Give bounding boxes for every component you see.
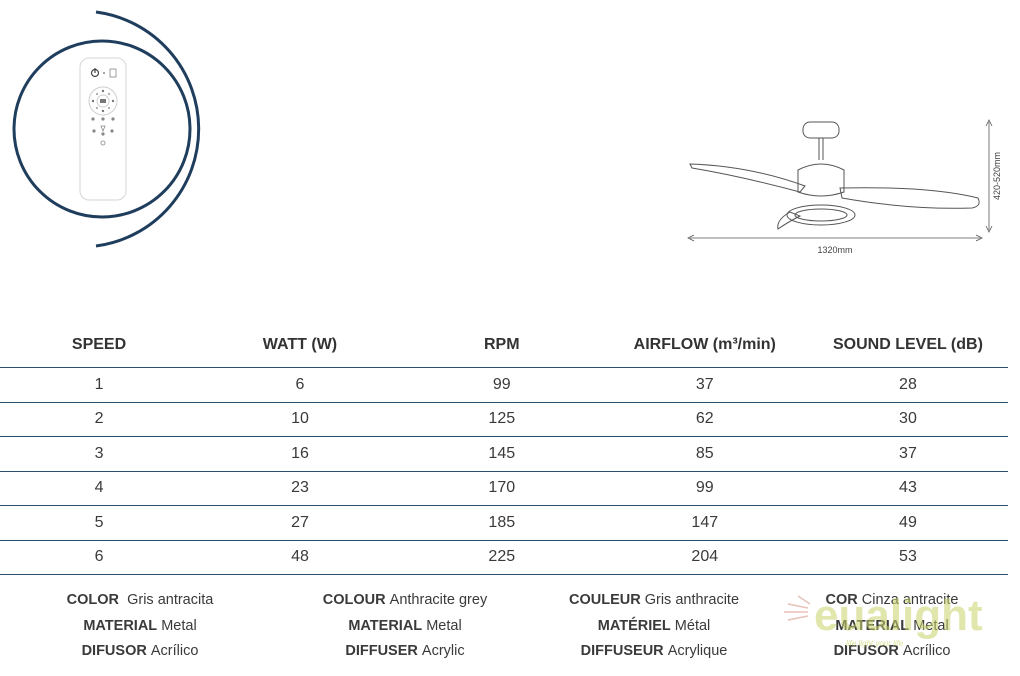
cell-watt: 27: [198, 505, 402, 541]
materials-section: COLOR Gris antracita MATERIAL Metal DIFU…: [0, 590, 1020, 665]
header-sound-level: SOUND LEVEL (dB): [807, 323, 1008, 368]
color-value: Anthracite grey: [389, 592, 488, 608]
material-value: Metal: [161, 617, 197, 634]
diffuser-key: DIFFUSER: [345, 643, 418, 659]
table-row: 5 27 185 147 49: [0, 505, 1008, 541]
diffuser-key: DIFUSOR: [833, 643, 899, 659]
table-row: 3 16 145 85 37: [0, 436, 1008, 472]
cell-rpm: 225: [401, 540, 602, 575]
height-dimension-label: 420-520mm: [992, 152, 1002, 200]
fan-blade-left: [689, 163, 806, 193]
cell-sound-level: 37: [807, 436, 1008, 472]
color-key: COR: [825, 592, 858, 608]
header-watt: WATT (W): [198, 323, 402, 368]
cell-watt: 10: [198, 402, 402, 437]
diffuser-value: Acrílico: [150, 643, 199, 659]
remote-control-illustration: [0, 0, 240, 260]
materials-english: COLOUR Anthracite grey MATERIAL Metal DI…: [305, 590, 505, 667]
cell-rpm: 185: [401, 505, 602, 541]
cell-speed: 6: [0, 540, 199, 575]
cell-airflow: 62: [601, 402, 808, 437]
fan-motor-housing: [797, 163, 845, 197]
cell-sound-level: 28: [807, 367, 1008, 403]
material-key: MATERIAL: [83, 617, 158, 634]
cell-watt: 48: [198, 540, 402, 575]
table-row: 1 6 99 37 28: [0, 367, 1008, 403]
header-rpm: RPM: [401, 323, 602, 368]
diffuser-value: Acrylic: [421, 643, 465, 659]
cell-sound-level: 53: [807, 540, 1008, 575]
remote-arc: [95, 10, 201, 248]
materials-french: COULEUR Gris anthracite MATÉRIEL Métal D…: [554, 590, 754, 667]
header-airflow: AIRFLOW (m³/min): [601, 323, 808, 368]
cell-airflow: 204: [601, 540, 808, 575]
cell-airflow: 147: [601, 505, 808, 541]
cell-watt: 23: [198, 471, 402, 506]
cell-speed: 3: [0, 436, 199, 472]
materials-portuguese: COR Cinza antracite MATERIAL Metal DIFUS…: [792, 590, 992, 667]
width-dimension-label: 1320mm: [817, 245, 852, 255]
color-value: Cinza antracite: [861, 592, 959, 608]
remote-circle: [12, 39, 192, 219]
color-key: COULEUR: [568, 592, 641, 608]
color-key: COLOR: [66, 592, 120, 608]
diffuser-key: DIFUSOR: [81, 643, 147, 659]
table-row: 6 48 225 204 53: [0, 540, 1008, 575]
color-value: Gris antracita: [127, 592, 214, 608]
table-row: 2 10 125 62 30: [0, 402, 1008, 437]
cell-sound-level: 43: [807, 471, 1008, 506]
cell-rpm: 125: [401, 402, 602, 437]
cell-airflow: 85: [601, 436, 808, 472]
material-key: MATERIAL: [348, 617, 423, 634]
cell-speed: 4: [0, 471, 199, 506]
cell-rpm: 145: [401, 436, 602, 472]
diffuser-key: DIFFUSEUR: [580, 643, 664, 659]
color-key: COLOUR: [322, 592, 386, 608]
material-value: Metal: [913, 617, 949, 634]
cell-sound-level: 30: [807, 402, 1008, 437]
cell-speed: 1: [0, 367, 199, 403]
table-row: 4 23 170 99 43: [0, 471, 1008, 506]
cell-speed: 2: [0, 402, 199, 437]
material-value: Métal: [674, 617, 711, 634]
diffuser-value: Acrílico: [902, 643, 951, 659]
cell-rpm: 99: [401, 367, 602, 403]
fan-blade-front: [777, 211, 802, 230]
material-key: MATÉRIEL: [597, 617, 671, 634]
materials-spanish: COLOR Gris antracita MATERIAL Metal DIFU…: [40, 590, 240, 667]
watermark-tagline: life light your life: [846, 639, 904, 648]
cell-sound-level: 49: [807, 505, 1008, 541]
fan-light-ring: [786, 204, 856, 226]
fan-dimension-drawing: 420-520mm 1320mm: [680, 112, 1010, 262]
material-key: MATERIAL: [835, 617, 910, 634]
color-value: Gris anthracite: [644, 592, 740, 608]
cell-watt: 16: [198, 436, 402, 472]
fan-blade-right: [839, 187, 980, 209]
remote-body-icon: [79, 57, 127, 201]
cell-watt: 6: [198, 367, 402, 403]
material-value: Metal: [426, 617, 462, 634]
specs-header-row: SPEED WATT (W) RPM AIRFLOW (m³/min) SOUN…: [0, 323, 1008, 368]
diffuser-value: Acrylique: [667, 643, 728, 659]
watermark-brand: eualight: [814, 591, 983, 640]
height-dimension-line: [985, 119, 993, 233]
width-dimension-line: [687, 234, 983, 242]
cell-rpm: 170: [401, 471, 602, 506]
cell-airflow: 99: [601, 471, 808, 506]
fan-canopy: [802, 121, 840, 139]
cell-speed: 5: [0, 505, 199, 541]
eualight-watermark-logo: eualight life light your life: [780, 584, 1020, 671]
header-speed: SPEED: [0, 323, 199, 368]
specs-table: SPEED WATT (W) RPM AIRFLOW (m³/min) SOUN…: [0, 323, 1008, 575]
cell-airflow: 37: [601, 367, 808, 403]
watermark-rays-icon: [784, 595, 811, 621]
